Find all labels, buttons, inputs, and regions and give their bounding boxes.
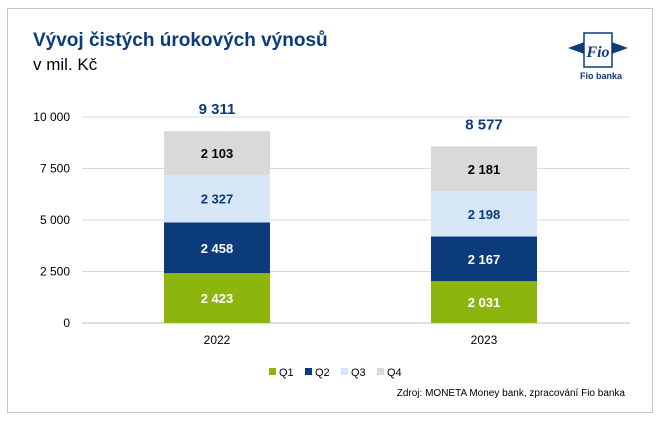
- legend-swatch-q2: [305, 368, 312, 375]
- data-label: 2 167: [468, 252, 501, 267]
- bar-segment-q3-2023: [431, 191, 537, 237]
- x-tick-label: 2023: [471, 333, 498, 347]
- y-tick-label: 5 000: [40, 213, 70, 227]
- legend-label-q4: Q4: [387, 367, 402, 379]
- y-tick-label: 0: [63, 316, 70, 330]
- y-tick-label: 10 000: [33, 110, 70, 124]
- logo-brand: Fio: [585, 44, 609, 61]
- data-label: 2 458: [201, 241, 234, 256]
- legend-label-q3: Q3: [351, 367, 366, 379]
- logo-text: Fio banka: [580, 71, 623, 81]
- bar-segment-q1-2023: [431, 281, 537, 323]
- legend-label-q1: Q1: [279, 367, 294, 379]
- bar-segment-q2-2022: [164, 222, 270, 274]
- legend-swatch-q3: [341, 368, 348, 375]
- data-label: 2 327: [201, 191, 234, 206]
- legend-label-q2: Q2: [315, 367, 330, 379]
- bar-segment-q4-2023: [431, 146, 537, 192]
- x-tick-label: 2022: [204, 333, 231, 347]
- data-label: 2 423: [201, 291, 234, 306]
- data-label: 2 031: [468, 295, 501, 310]
- source-note: Zdroj: MONETA Money bank, zpracování Fio…: [396, 388, 625, 399]
- data-label: 2 181: [468, 162, 501, 177]
- bar-segment-q3-2022: [164, 174, 270, 223]
- chart-title: Vývoj čistých úrokových výnosů: [33, 30, 328, 51]
- total-label: 8 577: [465, 116, 503, 133]
- y-tick-label: 2 500: [40, 265, 70, 279]
- data-label: 2 198: [468, 207, 501, 222]
- legend-swatch-q4: [377, 368, 384, 375]
- bar-segment-q2-2023: [431, 236, 537, 282]
- fio-flag-icon: Fio: [568, 32, 628, 68]
- chart-frame: [7, 8, 653, 413]
- y-tick-label: 7 500: [40, 162, 70, 176]
- legend-swatch-q1: [269, 368, 276, 375]
- bar-segment-q4-2022: [164, 131, 270, 175]
- bar-segment-q1-2022: [164, 273, 270, 323]
- data-label: 2 103: [201, 146, 234, 161]
- total-label: 9 311: [199, 101, 236, 118]
- chart-subtitle: v mil. Kč: [33, 55, 98, 74]
